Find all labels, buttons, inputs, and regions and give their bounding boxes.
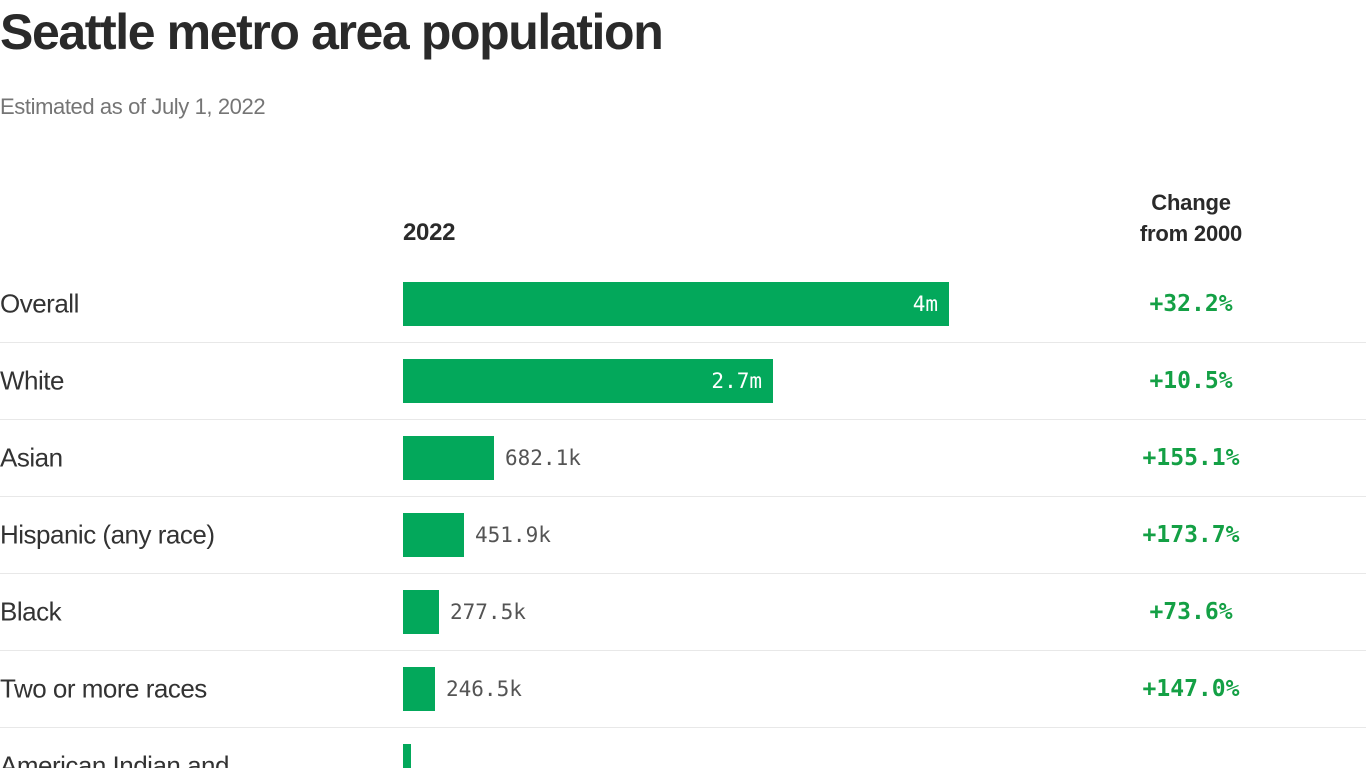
population-bar: 4m — [403, 282, 949, 326]
bar-value-label: 682.1k — [505, 446, 581, 470]
change-value: +173.7% — [1142, 522, 1240, 548]
table-row: Hispanic (any race) 451.9k +173.7% — [0, 497, 1366, 574]
column-header-year: 2022 — [403, 219, 456, 246]
row-category-label: American Indian and — [0, 750, 229, 768]
change-value: +10.5% — [1149, 368, 1233, 394]
change-value: +32.2% — [1149, 291, 1233, 317]
page-subtitle: Estimated as of July 1, 2022 — [0, 94, 266, 119]
bar-value-label: 451.9k — [475, 523, 551, 547]
bar-container: 277.5k — [403, 590, 526, 634]
population-bar: 2.7m — [403, 359, 773, 403]
population-bar — [403, 667, 435, 711]
column-header-change: Change from 2000 — [1080, 187, 1302, 249]
population-bar — [403, 744, 411, 768]
bar-container: 682.1k — [403, 436, 581, 480]
table-row: Asian 682.1k +155.1% — [0, 420, 1366, 497]
bar-container: 451.9k — [403, 513, 551, 557]
population-bar — [403, 590, 439, 634]
column-header-change-line1: Change — [1151, 190, 1231, 215]
table-row: Overall 4m +32.2% — [0, 266, 1366, 343]
bar-container — [403, 744, 411, 768]
bar-container: 4m — [403, 282, 949, 326]
bar-value-label: 246.5k — [446, 677, 522, 701]
change-value: +147.0% — [1142, 676, 1240, 702]
row-category-label: White — [0, 365, 64, 396]
table-row: American Indian and — [0, 728, 1366, 768]
row-category-label: Overall — [0, 288, 79, 319]
bar-value-label: 4m — [912, 292, 938, 316]
population-bar — [403, 436, 494, 480]
column-header-change-line2: from 2000 — [1139, 221, 1243, 247]
table-row: Black 277.5k +73.6% — [0, 574, 1366, 651]
table-row: White 2.7m +10.5% — [0, 343, 1366, 420]
row-category-label: Hispanic (any race) — [0, 519, 215, 550]
bar-container: 2.7m — [403, 359, 773, 403]
change-value: +73.6% — [1149, 599, 1233, 625]
row-category-label: Two or more races — [0, 673, 207, 704]
bar-container: 246.5k — [403, 667, 522, 711]
page-title: Seattle metro area population — [0, 4, 664, 60]
bar-value-label: 277.5k — [450, 600, 526, 624]
row-category-label: Asian — [0, 442, 63, 473]
population-table: Overall 4m +32.2% White 2.7m +10.5% Asian 682.1… — [0, 266, 1366, 768]
bar-value-label: 2.7m — [711, 369, 762, 393]
change-value: +155.1% — [1142, 445, 1240, 471]
population-bar — [403, 513, 464, 557]
row-category-label: Black — [0, 596, 62, 627]
table-row: Two or more races 246.5k +147.0% — [0, 651, 1366, 728]
